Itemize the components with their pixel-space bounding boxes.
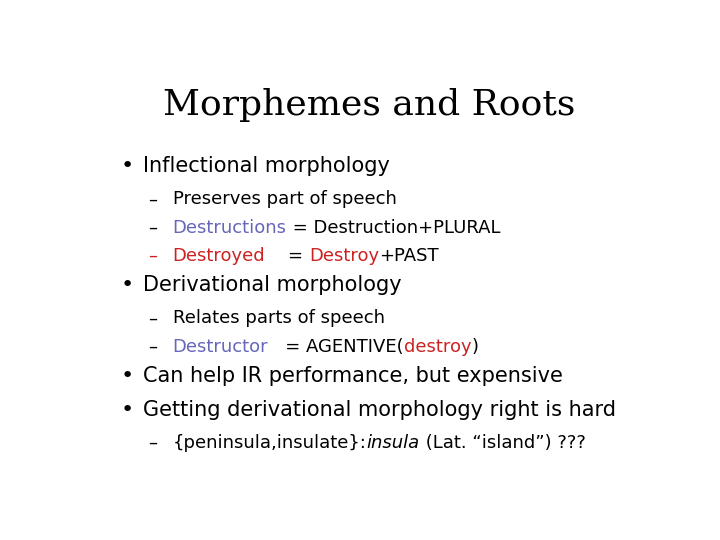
- Text: –: –: [148, 434, 158, 452]
- Text: {peninsula,insulate}:: {peninsula,insulate}:: [173, 434, 366, 452]
- Text: –: –: [148, 309, 158, 327]
- Text: = Destruction+PLURAL: = Destruction+PLURAL: [287, 219, 500, 237]
- Text: Derivational morphology: Derivational morphology: [143, 275, 402, 295]
- Text: •: •: [121, 366, 134, 386]
- Text: ): ): [472, 338, 479, 355]
- Text: •: •: [121, 275, 134, 295]
- Text: –: –: [148, 219, 158, 237]
- Text: •: •: [121, 400, 134, 420]
- Text: Getting derivational morphology right is hard: Getting derivational morphology right is…: [143, 400, 616, 420]
- Text: Can help IR performance, but expensive: Can help IR performance, but expensive: [143, 366, 563, 386]
- Text: = AGENTIVE(: = AGENTIVE(: [269, 338, 404, 355]
- Text: (Lat. “island”) ???: (Lat. “island”) ???: [420, 434, 585, 452]
- Text: –: –: [148, 338, 158, 355]
- Text: Inflectional morphology: Inflectional morphology: [143, 156, 390, 176]
- Text: +PAST: +PAST: [379, 247, 438, 265]
- Text: Destructor: Destructor: [173, 338, 269, 355]
- Text: destroy: destroy: [404, 338, 472, 355]
- Text: insula: insula: [366, 434, 420, 452]
- Text: •: •: [121, 156, 134, 176]
- Text: Relates parts of speech: Relates parts of speech: [173, 309, 384, 327]
- Text: Destroyed: Destroyed: [173, 247, 265, 265]
- Text: –: –: [148, 247, 158, 265]
- Text: Preserves part of speech: Preserves part of speech: [173, 191, 397, 208]
- Text: Destroy: Destroy: [309, 247, 379, 265]
- Text: –: –: [148, 191, 158, 208]
- Text: Destructions: Destructions: [173, 219, 287, 237]
- Text: Morphemes and Roots: Morphemes and Roots: [163, 87, 575, 122]
- Text: =: =: [265, 247, 309, 265]
